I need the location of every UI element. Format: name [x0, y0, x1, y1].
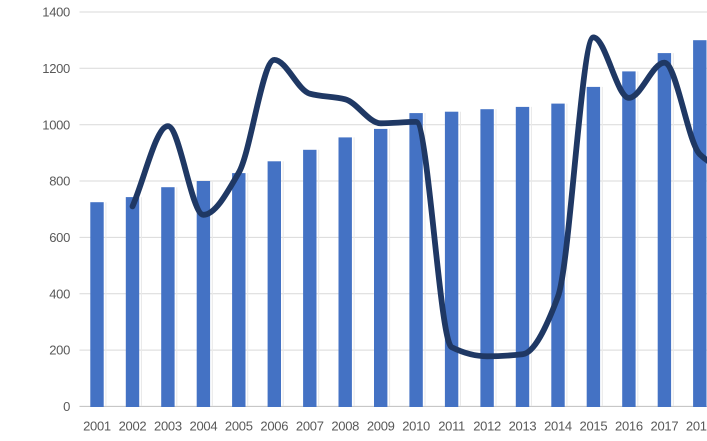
svg-text:1400: 1400 — [42, 5, 70, 20]
svg-text:2013: 2013 — [509, 418, 537, 433]
svg-text:2001: 2001 — [83, 418, 111, 433]
svg-text:2003: 2003 — [154, 418, 182, 433]
svg-text:2005: 2005 — [225, 418, 253, 433]
svg-text:2004: 2004 — [190, 418, 218, 433]
svg-text:400: 400 — [49, 286, 70, 301]
svg-text:2006: 2006 — [260, 418, 288, 433]
svg-text:2007: 2007 — [296, 418, 324, 433]
svg-text:0: 0 — [63, 399, 70, 414]
svg-text:2018: 2018 — [686, 418, 707, 433]
svg-text:2011: 2011 — [438, 418, 465, 433]
svg-text:2015: 2015 — [580, 418, 608, 433]
svg-text:200: 200 — [49, 343, 70, 358]
svg-text:1200: 1200 — [42, 61, 70, 76]
svg-text:2002: 2002 — [119, 418, 147, 433]
svg-text:1000: 1000 — [42, 117, 70, 132]
svg-text:2008: 2008 — [331, 418, 359, 433]
svg-text:2012: 2012 — [473, 418, 501, 433]
svg-text:800: 800 — [49, 174, 70, 189]
svg-text:2010: 2010 — [402, 418, 430, 433]
svg-text:2017: 2017 — [651, 418, 679, 433]
svg-text:600: 600 — [49, 230, 70, 245]
svg-text:2016: 2016 — [615, 418, 643, 433]
svg-text:2014: 2014 — [544, 418, 572, 433]
svg-text:2009: 2009 — [367, 418, 395, 433]
